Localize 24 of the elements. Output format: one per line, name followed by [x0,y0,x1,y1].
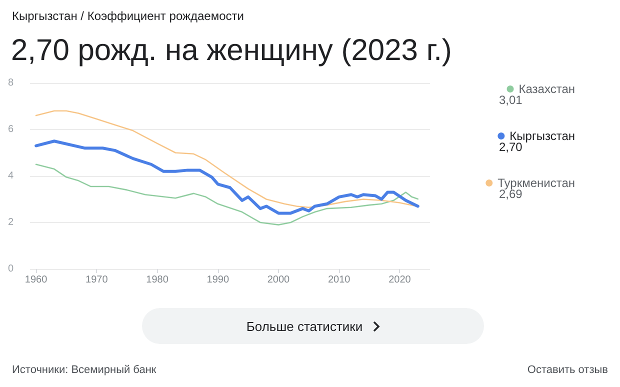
y-tick-label: 0 [8,264,14,274]
x-tick-label: 2010 [328,274,351,286]
x-tick-label: 1980 [146,274,169,286]
chart-subtitle: Кыргызстан / Коэффициент рождаемости [12,9,244,23]
y-tick-label: 6 [8,124,14,135]
line-series [34,140,420,215]
legend-label: Туркменистан [498,176,576,190]
text: Оставить отзыв [527,364,608,376]
chart-title: 2,70 рожд. на женщину (2023 г.) [11,34,452,68]
x-tick-label: 1990 [206,274,230,286]
legend-label: Кыргызстан [510,129,576,143]
y-tick-label: 2 [8,217,14,228]
x-tick-label: 2000 [267,274,290,286]
y-tick-label: 4 [8,170,14,182]
x-tick-label: 1960 [24,274,48,286]
x-tick-label: 2020 [388,274,412,286]
text: 3,01 [499,93,523,107]
y-tick-label: 8 [8,78,14,88]
text: 2,70 [499,140,523,154]
x-tick-label: 1970 [86,274,108,286]
legend-label: Казахстан [518,82,575,96]
text: Источники: Всемирный банк [12,364,156,376]
text: Больше статистики [246,318,363,334]
line-series [35,164,419,226]
